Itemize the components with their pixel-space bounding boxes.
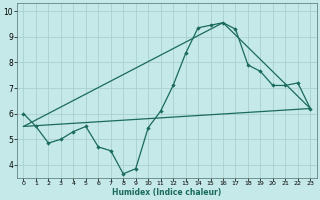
X-axis label: Humidex (Indice chaleur): Humidex (Indice chaleur) [112, 188, 221, 197]
